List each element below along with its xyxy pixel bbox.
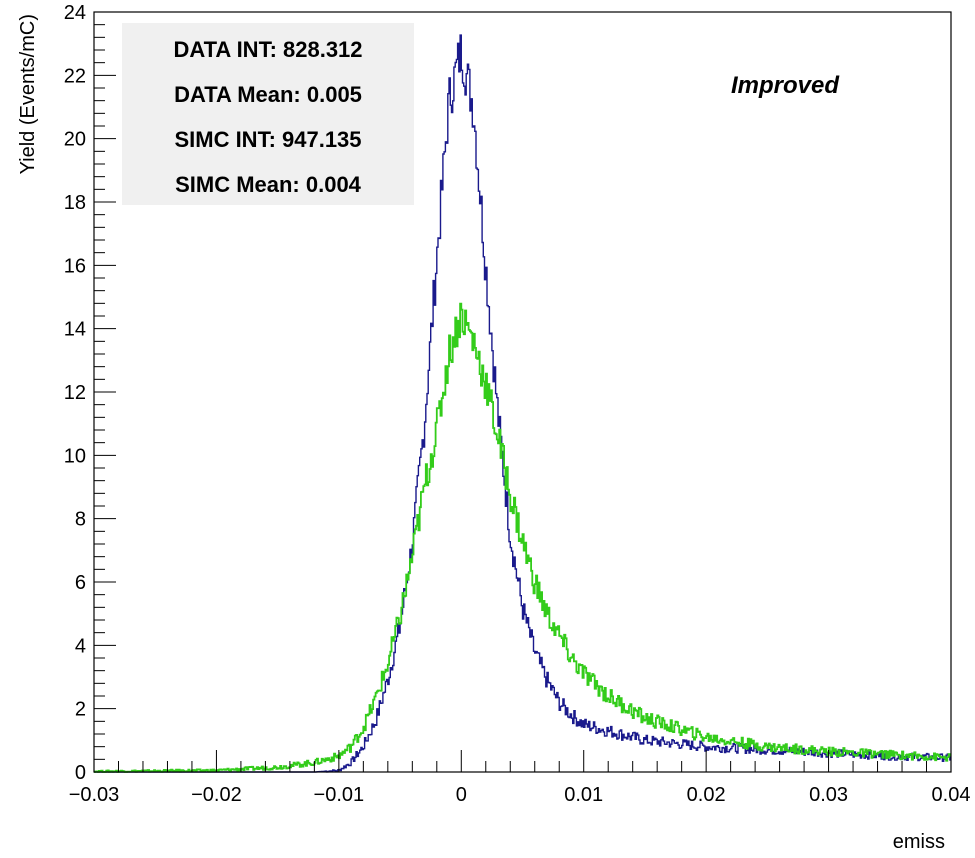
x-axis: −0.03 −0.02 −0.01 0 0.01 0.02 0.03 0.04 [69, 750, 971, 806]
y-tick-label: 0 [75, 762, 86, 784]
y-tick-label: 22 [64, 65, 86, 87]
y-tick-label: 16 [64, 255, 86, 277]
y-tick-label: 24 [64, 2, 86, 24]
x-tick-label: 0.04 [932, 784, 971, 806]
y-tick-label: 6 [75, 572, 86, 594]
y-tick-label: 14 [64, 319, 86, 341]
annotation-improved: Improved [731, 72, 840, 99]
stats-box: DATA INT: 828.312 DATA Mean: 0.005 SIMC … [122, 23, 414, 205]
stat-simc-mean: SIMC Mean: 0.004 [175, 172, 362, 197]
x-tick-label: 0.01 [564, 784, 603, 806]
x-tick-label: −0.03 [69, 784, 120, 806]
y-tick-label: 4 [75, 635, 86, 657]
x-tick-label: −0.01 [314, 784, 365, 806]
x-tick-label: 0 [456, 784, 467, 806]
x-tick-label: 0.03 [809, 784, 848, 806]
stats-box-background [122, 23, 414, 205]
x-tick-label: 0.02 [687, 784, 726, 806]
y-tick-label: 10 [64, 445, 86, 467]
y-axis-title: Yield (Events/mC) [17, 14, 39, 174]
y-tick-label: 20 [64, 129, 86, 151]
series-line-1 [94, 302, 951, 773]
x-tick-label: −0.02 [191, 784, 242, 806]
y-tick-label: 12 [64, 382, 86, 404]
stat-data-int: DATA INT: 828.312 [173, 37, 362, 62]
y-tick-label: 18 [64, 192, 86, 214]
x-axis-title: emiss [893, 831, 945, 853]
y-tick-label: 2 [75, 699, 86, 721]
stat-data-mean: DATA Mean: 0.005 [174, 82, 362, 107]
stat-simc-int: SIMC INT: 947.135 [174, 127, 361, 152]
y-tick-label: 8 [75, 509, 86, 531]
